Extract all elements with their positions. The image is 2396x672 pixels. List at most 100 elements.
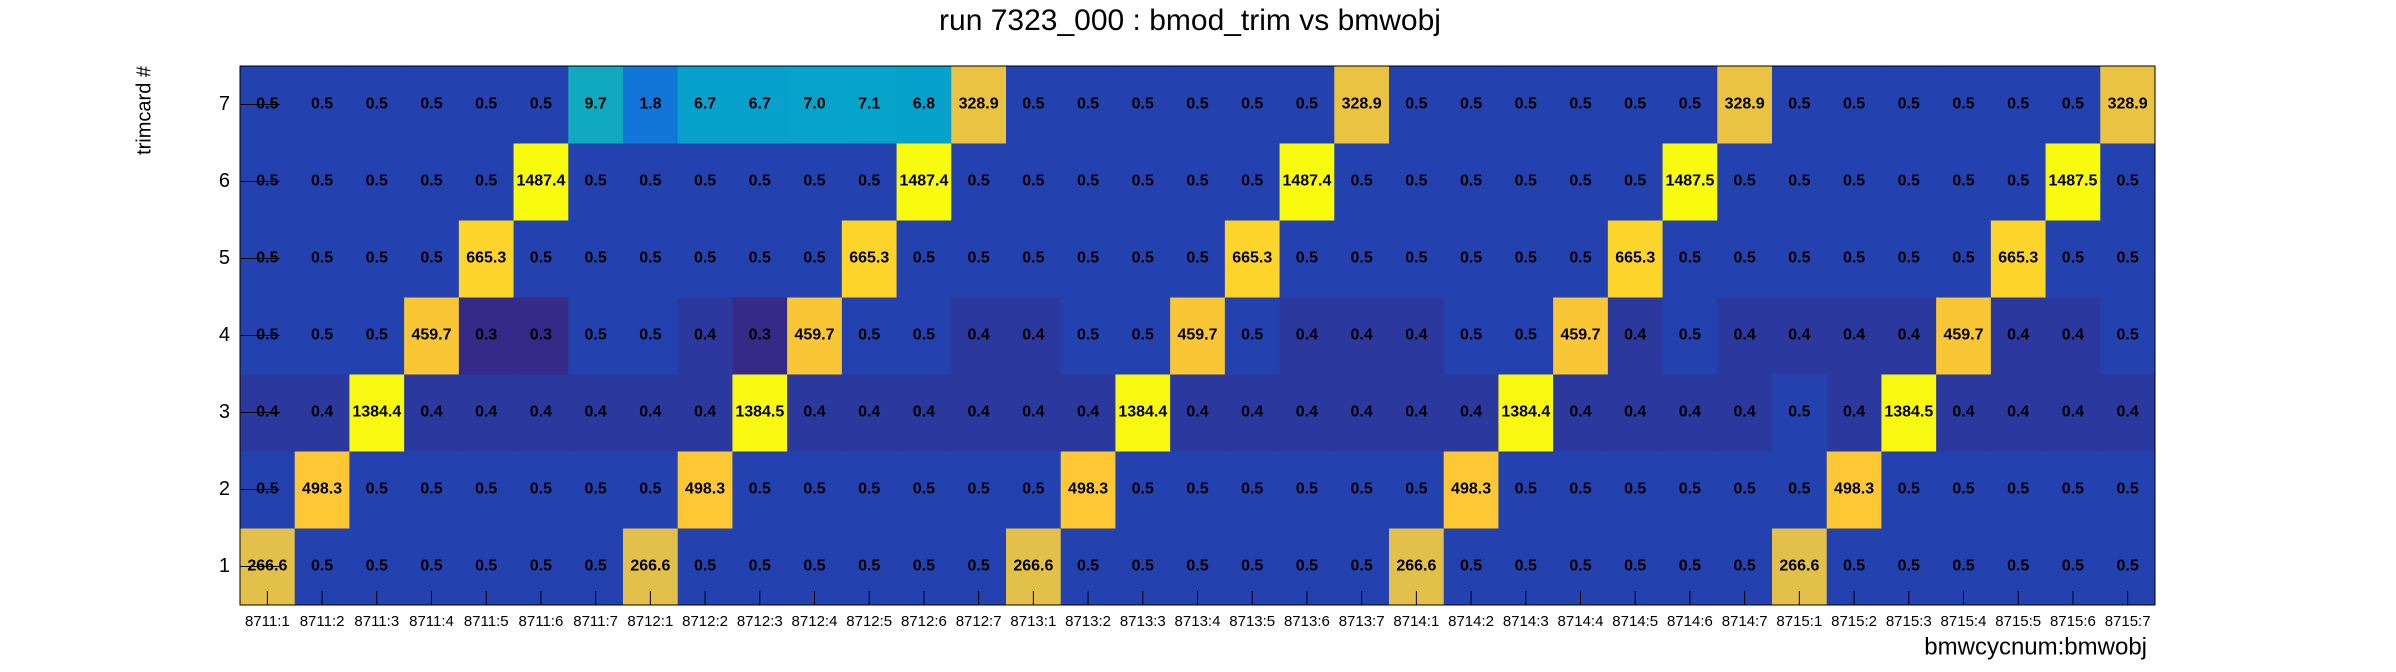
heatmap-cell [404,297,460,375]
heatmap-cell [623,143,679,221]
heatmap-cell [458,451,515,529]
cell-label: 1384.4 [352,404,401,421]
heatmap-cell [1115,451,1171,529]
heatmap-cell [1060,297,1116,375]
cell-label: 0.5 [1460,250,1482,267]
cell-label: 0.5 [1351,250,1373,267]
cell-label: 0.5 [1515,250,1537,267]
cell-label: 0.4 [1460,404,1482,421]
heatmap-cell [1553,451,1609,529]
cell-label: 0.5 [639,173,661,190]
heatmap-cell [1662,297,1718,375]
heatmap-cell [568,143,624,221]
cell-label: 0.4 [2007,404,2029,421]
cell-label: 0.5 [913,250,935,267]
cell-label: 0.3 [749,327,771,344]
cell-label: 0.5 [1351,173,1373,190]
cell-label: 0.5 [366,96,388,113]
cell-label: 0.5 [749,481,771,498]
cell-label: 665.3 [849,250,889,267]
cell-label: 0.3 [530,327,552,344]
heatmap-cell [1279,220,1335,298]
heatmap-cell [513,143,569,221]
x-tick-label: 8715:2 [1831,613,1877,630]
x-tick-label: 8711:6 [519,613,564,630]
cell-label: 0.5 [585,327,607,344]
cell-label: 0.5 [585,481,607,498]
cell-label: 0.5 [2062,481,2084,498]
cell-label: 0.5 [1405,173,1427,190]
cell-label: 1384.4 [1118,404,1167,421]
x-tick-label: 8711:1 [245,613,290,630]
heatmap-cell [896,297,952,375]
heatmap-cell [1662,143,1718,221]
cell-label: 0.5 [968,481,990,498]
cell-label: 0.5 [420,558,442,575]
heatmap-cell [1717,66,1773,144]
cell-label: 0.5 [1515,96,1537,113]
cell-label: 0.4 [913,404,935,421]
cell-label: 0.5 [858,481,880,498]
x-tick-label: 8715:1 [1776,613,1822,630]
heatmap-cell [1224,297,1281,375]
heatmap-cell [623,66,679,144]
cell-label: 0.4 [2007,327,2029,344]
x-tick-label: 8714:7 [1722,613,1768,630]
heatmap-cell [896,143,952,221]
heatmap-cell [1170,374,1226,452]
y-tick-label: 2 [219,478,230,500]
heatmap-cell [951,66,1007,144]
heatmap-cell [349,297,405,375]
heatmap-cell [1170,143,1226,221]
cell-label: 0.5 [1734,558,1756,575]
cell-label: 0.5 [1460,327,1482,344]
x-tick-label: 8713:2 [1065,613,1111,630]
cell-label: 0.4 [1952,404,1974,421]
heatmap-cell [1170,451,1226,529]
heatmap-cell [458,374,515,452]
heatmap-cell [2100,66,2156,144]
heatmap-cell [1334,143,1390,221]
x-tick-label: 8714:6 [1667,613,1713,630]
cell-label: 498.3 [1834,481,1874,498]
cell-label: 6.7 [694,96,716,113]
cell-label: 0.5 [2117,558,2139,575]
cell-label: 266.6 [630,558,670,575]
heatmap-cell [458,143,515,221]
cell-label: 0.5 [1460,173,1482,190]
cell-label: 0.5 [311,173,333,190]
cell-label: 0.4 [1898,327,1920,344]
cell-label: 0.5 [694,173,716,190]
cell-label: 0.5 [1296,558,1318,575]
cell-label: 0.5 [475,481,497,498]
cell-label: 0.5 [1679,250,1701,267]
cell-label: 0.5 [639,327,661,344]
cell-label: 498.3 [302,481,342,498]
cell-label: 0.5 [1132,481,1154,498]
heatmap-cell [1224,451,1281,529]
cell-label: 0.5 [420,481,442,498]
heatmap-cell [1936,66,1992,144]
heatmap-cell [1553,220,1609,298]
heatmap-cell [568,451,624,529]
cell-label: 459.7 [1943,327,1983,344]
cell-label: 0.5 [1624,558,1646,575]
cell-label: 0.5 [2007,481,2029,498]
heatmap-cell [732,220,788,298]
heatmap-cell [1881,143,1937,221]
heatmap-cell [1224,66,1281,144]
x-tick-label: 8715:4 [1941,613,1987,630]
heatmap-cell [951,297,1007,375]
heatmap-cell [1334,220,1390,298]
heatmap-cell [1936,220,1992,298]
cell-label: 1.8 [639,96,661,113]
cell-label: 0.5 [1351,481,1373,498]
heatmap-cell [1006,374,1062,452]
heatmap-cell [1607,143,1664,221]
heatmap-cell [513,66,569,144]
x-tick-label: 8713:7 [1339,613,1385,630]
heatmap-cell [787,374,843,452]
heatmap-cell [1006,220,1062,298]
cell-label: 0.5 [2117,250,2139,267]
heatmap-cell [458,220,515,298]
